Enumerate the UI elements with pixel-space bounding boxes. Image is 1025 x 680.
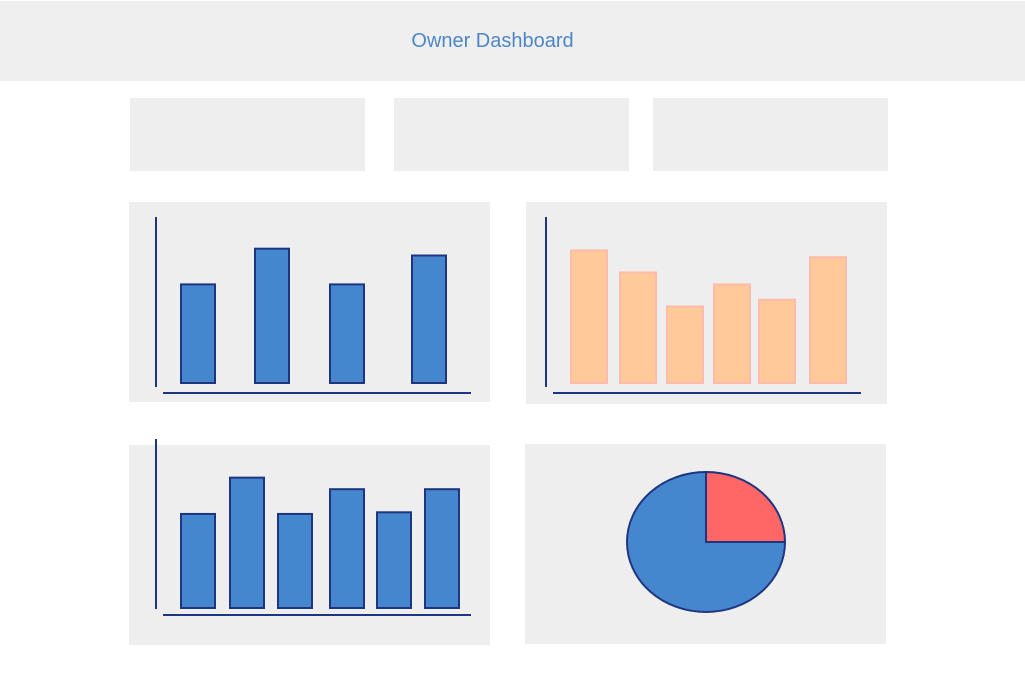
chart-2-bar-3 xyxy=(666,305,704,384)
chart-3-bar-3 xyxy=(277,512,313,610)
chart-1-bar-4 xyxy=(411,254,447,384)
header-bar: Owner Dashboard xyxy=(0,1,1025,81)
chart-1-bar-1 xyxy=(180,283,216,384)
kpi-card-1[interactable] xyxy=(130,98,365,171)
chart-2-bar-6 xyxy=(809,256,847,385)
chart-2-bar-5 xyxy=(758,298,796,385)
page-title: Owner Dashboard xyxy=(411,30,574,52)
kpi-card-3[interactable] xyxy=(653,98,888,171)
kpi-card-2[interactable] xyxy=(394,98,629,171)
pie-slice-1 xyxy=(705,470,787,543)
chart-2-bar-4 xyxy=(713,283,751,384)
chart-3-bar-4 xyxy=(329,488,365,610)
pie-slice-2 xyxy=(626,470,787,613)
chart-1-bar-2 xyxy=(254,247,290,384)
chart-3-bar-2 xyxy=(229,476,265,609)
chart-3-bar-5 xyxy=(376,511,412,609)
chart-3-bar-6 xyxy=(424,488,460,610)
chart-2-bar-2 xyxy=(619,271,657,384)
chart-1-bar-3 xyxy=(329,283,365,384)
chart-3-bar-1 xyxy=(180,512,216,610)
chart-2-bar-1 xyxy=(570,249,608,384)
